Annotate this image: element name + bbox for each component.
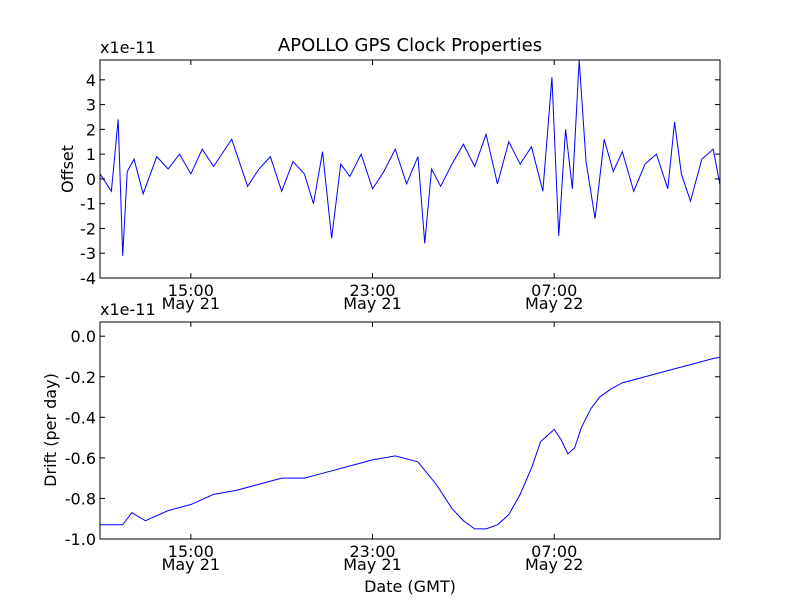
drift-ytick-label: -0.2 [65,368,96,387]
offset-ytick-label: 3 [86,96,96,115]
offset-xtick-time-label: 15:00 [168,281,214,300]
offset-xtick-date-label: May 22 [525,294,584,313]
drift-ytick-label: -0.4 [65,408,96,427]
drift-ytick-label: 0.0 [71,327,96,346]
offset-multiplier: x1e-11 [100,38,156,57]
drift-axes-frame [99,321,721,540]
offset-xtick-date-label: May 21 [162,294,221,313]
drift-xtick-date-label: May 21 [343,555,402,574]
drift-xtick-time-label: 15:00 [168,542,214,561]
offset-xtick-time-label: 23:00 [349,281,395,300]
drift-ytick-label: -0.8 [65,489,96,508]
drift-xtick-date-label: May 21 [162,555,221,574]
offset-ytick-label: -3 [80,244,96,263]
offset-ytick-label: 1 [86,145,96,164]
offset-axes-frame [99,59,721,279]
offset-xtick-date-label: May 21 [343,294,402,313]
drift-series-line [100,356,720,530]
offset-ytick-label: 4 [86,71,96,90]
drift-ytick-label: -0.6 [65,449,96,468]
offset-ytick-label: 2 [86,120,96,139]
drift-ylabel: Drift (per day) [41,373,60,487]
offset-ytick-label: -1 [80,195,96,214]
offset-series-line [100,60,720,256]
offset-ytick-label: 0 [86,170,96,189]
offset-ytick-label: -4 [80,269,96,288]
chart-title: APOLLO GPS Clock Properties [278,35,542,56]
drift-xtick-time-label: 07:00 [531,542,577,561]
drift-xtick-date-label: May 22 [525,555,584,574]
drift-multiplier: x1e-11 [100,300,156,319]
drift-xtick-time-label: 23:00 [349,542,395,561]
offset-ylabel: Offset [58,145,77,193]
drift-xlabel: Date (GMT) [364,577,456,596]
offset-xtick-time-label: 07:00 [531,281,577,300]
drift-ytick-label: -1.0 [65,530,96,549]
offset-ytick-label: -2 [80,219,96,238]
